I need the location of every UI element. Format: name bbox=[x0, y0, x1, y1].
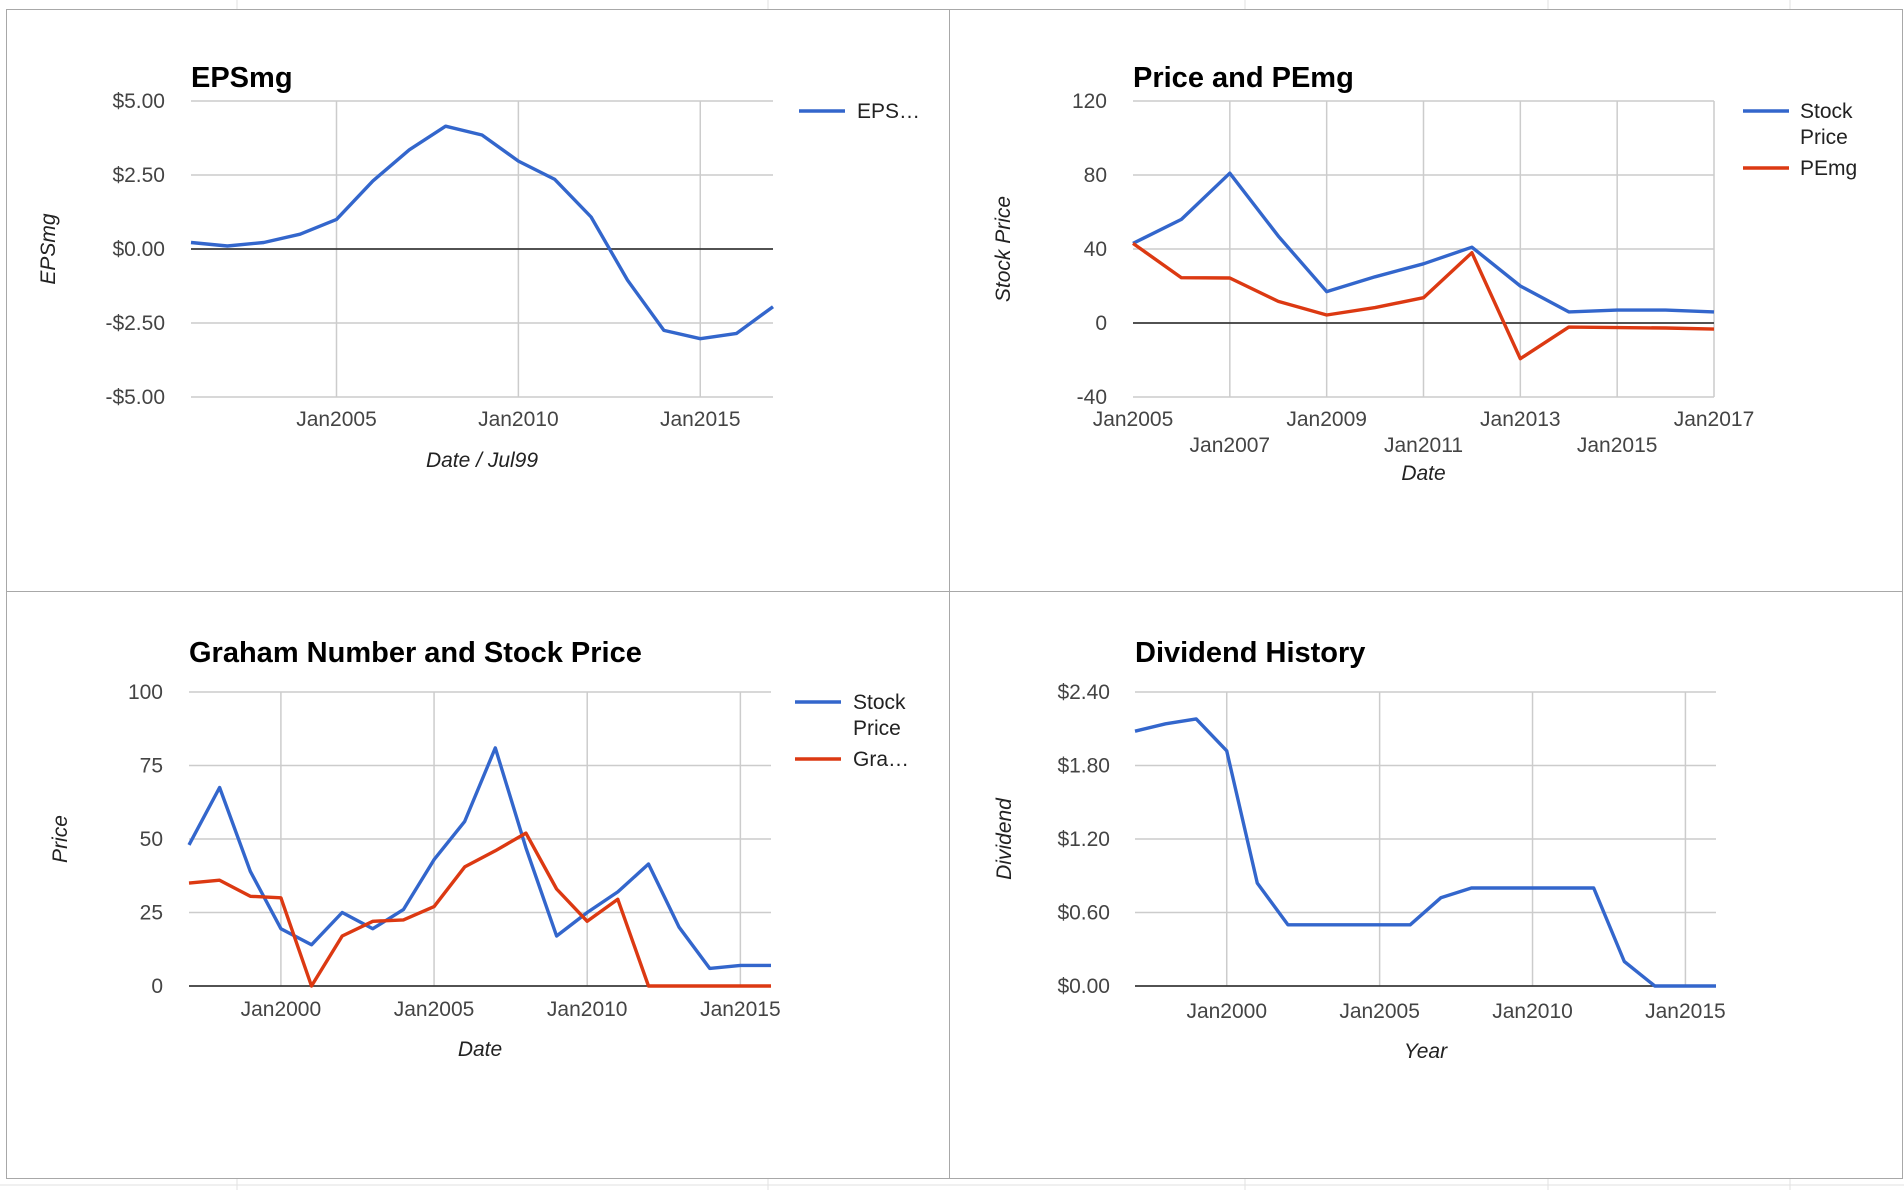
y-tick-label: $2.50 bbox=[112, 164, 165, 187]
y-tick-label: $0.00 bbox=[1057, 975, 1110, 998]
chart-panel-graham-number-and-stock-price[interactable]: Graham Number and Stock Price 100 75 50 … bbox=[6, 591, 950, 1179]
y-tick-label: 40 bbox=[1084, 238, 1107, 261]
x-tick-label: Jan2010 bbox=[478, 408, 559, 431]
legend[interactable]: EPS… bbox=[799, 100, 920, 123]
chart-panel-epsmg[interactable]: EPSmg $5.00 $2.50 $0.00 -$2.50 -$5.00 Ja… bbox=[6, 9, 950, 592]
legend-label: Stock Price bbox=[1800, 100, 1858, 149]
y-axis-title: Price bbox=[49, 815, 72, 863]
x-tick-labels: Jan2000 Jan2005 Jan2010 Jan2015 bbox=[1186, 1000, 1725, 1023]
x-tick-label: Jan2015 bbox=[1577, 434, 1658, 457]
chart-svg-dividend-history: Dividend History $2.40 $1.80 $1.20 $0.60… bbox=[993, 637, 1726, 1063]
y-tick-labels: 100 75 50 25 0 bbox=[128, 681, 163, 998]
y-tick-label: $5.00 bbox=[112, 90, 165, 113]
y-tick-label: 0 bbox=[1095, 312, 1107, 335]
series-layer bbox=[190, 124, 775, 341]
chart-title: Graham Number and Stock Price bbox=[189, 637, 642, 669]
legend-label-line: Stock bbox=[853, 691, 906, 714]
legend-label-line: Price bbox=[1800, 126, 1848, 149]
chart-panel-dividend-history[interactable]: Dividend History $2.40 $1.80 $1.20 $0.60… bbox=[949, 591, 1903, 1179]
y-tick-label: $0.60 bbox=[1057, 902, 1110, 925]
y-tick-label: -$5.00 bbox=[105, 386, 165, 409]
y-axis-title: EPSmg bbox=[37, 213, 60, 285]
y-tick-label: 80 bbox=[1084, 164, 1107, 187]
x-tick-label: Jan2005 bbox=[296, 408, 377, 431]
series-line-0[interactable] bbox=[1134, 717, 1716, 988]
x-tick-label: Jan2005 bbox=[1339, 1000, 1420, 1023]
y-tick-label: 75 bbox=[140, 755, 163, 778]
x-tick-label: Jan2017 bbox=[1674, 408, 1755, 431]
y-axis-title: Dividend bbox=[993, 797, 1016, 880]
chart-grid bbox=[1135, 691, 1716, 987]
legend-label-line: Price bbox=[853, 717, 901, 740]
x-tick-labels: Jan2000 Jan2005 Jan2010 Jan2015 bbox=[241, 998, 781, 1021]
x-tick-label: Jan2013 bbox=[1480, 408, 1561, 431]
x-tick-label: Jan2010 bbox=[547, 998, 628, 1021]
x-tick-labels: Jan2005 Jan2007 Jan2009 Jan2011 Jan2013 … bbox=[1093, 408, 1755, 457]
chart-title: EPSmg bbox=[191, 62, 293, 94]
chart-svg-epsmg: EPSmg $5.00 $2.50 $0.00 -$2.50 -$5.00 Ja… bbox=[37, 62, 920, 472]
x-axis-title: Date bbox=[458, 1038, 502, 1061]
y-tick-label: 100 bbox=[128, 681, 163, 704]
x-tick-label: Jan2010 bbox=[1492, 1000, 1573, 1023]
chart-grid bbox=[1133, 100, 1715, 398]
y-tick-label: 25 bbox=[140, 902, 163, 925]
series-line-0[interactable] bbox=[190, 124, 775, 341]
x-tick-label: Jan2015 bbox=[1645, 1000, 1726, 1023]
x-tick-label: Jan2009 bbox=[1286, 408, 1367, 431]
chart-svg-graham-number: Graham Number and Stock Price 100 75 50 … bbox=[49, 637, 911, 1061]
y-tick-label: 0 bbox=[151, 975, 163, 998]
y-tick-labels: $2.40 $1.80 $1.20 $0.60 $0.00 bbox=[1057, 681, 1110, 998]
y-tick-label: -$2.50 bbox=[105, 312, 165, 335]
x-tick-label: Jan2000 bbox=[241, 998, 322, 1021]
legend-label-line: Stock bbox=[1800, 100, 1853, 123]
chart-svg-price-and-pemg: Price and PEmg 120 80 40 0 -40 Jan2005 J… bbox=[992, 62, 1858, 485]
series-line-0[interactable] bbox=[187, 746, 771, 971]
y-tick-label: -40 bbox=[1077, 386, 1107, 409]
x-tick-label: Jan2007 bbox=[1190, 434, 1271, 457]
x-tick-label: Jan2005 bbox=[394, 998, 475, 1021]
x-axis-title: Date bbox=[1401, 462, 1445, 485]
chart-title: Price and PEmg bbox=[1133, 62, 1354, 94]
y-tick-labels: 120 80 40 0 -40 bbox=[1072, 90, 1107, 409]
x-tick-labels: Jan2005 Jan2010 Jan2015 bbox=[296, 408, 740, 431]
y-tick-label: $2.40 bbox=[1057, 681, 1110, 704]
x-axis-title: Date / Jul99 bbox=[426, 449, 538, 472]
legend[interactable]: Stock Price Gra… bbox=[795, 691, 911, 771]
series-layer bbox=[1132, 171, 1715, 361]
chart-panel-price-and-pemg[interactable]: Price and PEmg 120 80 40 0 -40 Jan2005 J… bbox=[949, 9, 1903, 592]
y-tick-label: $1.80 bbox=[1057, 755, 1110, 778]
x-tick-label: Jan2000 bbox=[1186, 1000, 1267, 1023]
legend-label: Gra… bbox=[853, 748, 909, 771]
y-tick-label: 120 bbox=[1072, 90, 1107, 113]
series-line-1[interactable] bbox=[188, 831, 771, 988]
legend-label: EPS… bbox=[857, 100, 920, 123]
chart-grid bbox=[191, 100, 773, 398]
series-layer bbox=[1134, 717, 1717, 988]
y-tick-label: 50 bbox=[140, 828, 163, 851]
x-axis-title: Year bbox=[1404, 1040, 1448, 1063]
chart-title: Dividend History bbox=[1135, 637, 1365, 669]
chart-grid bbox=[189, 691, 771, 987]
series-layer bbox=[187, 746, 772, 988]
y-tick-label: $1.20 bbox=[1057, 828, 1110, 851]
x-tick-label: Jan2011 bbox=[1384, 434, 1463, 457]
legend-label: PEmg bbox=[1800, 157, 1857, 180]
legend-label: Stock Price bbox=[853, 691, 911, 740]
y-tick-labels: $5.00 $2.50 $0.00 -$2.50 -$5.00 bbox=[105, 90, 165, 409]
x-tick-label: Jan2015 bbox=[700, 998, 781, 1021]
y-tick-label: $0.00 bbox=[112, 238, 165, 261]
x-tick-label: Jan2005 bbox=[1093, 408, 1174, 431]
legend[interactable]: Stock Price PEmg bbox=[1743, 100, 1858, 180]
x-tick-label: Jan2015 bbox=[660, 408, 741, 431]
y-axis-title: Stock Price bbox=[992, 196, 1015, 302]
